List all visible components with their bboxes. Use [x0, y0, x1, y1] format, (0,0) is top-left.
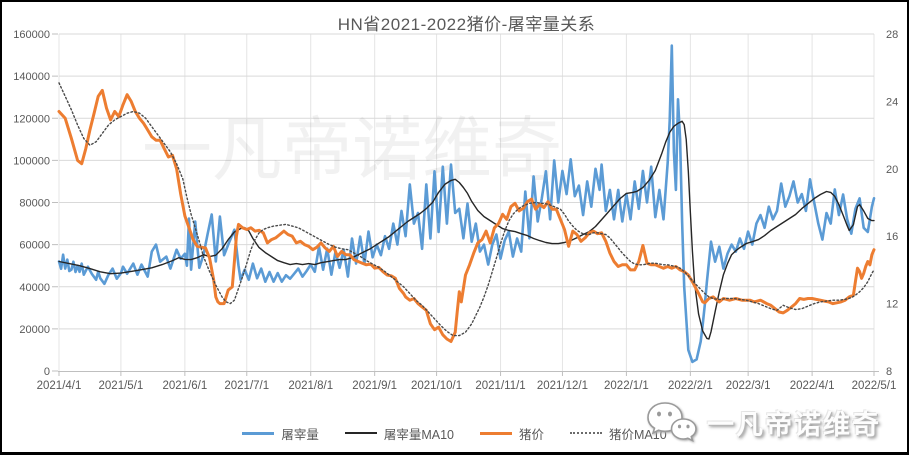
legend-label-pig-price: 猪价 — [519, 427, 545, 442]
legend-item-slaughter-volume: 屠宰量 — [242, 424, 319, 443]
x-axis-tick-label: 2021/7/1 — [224, 380, 269, 392]
y-left-tick-label: 100000 — [13, 155, 50, 167]
y-right-tick-label: 12 — [886, 299, 898, 311]
x-axis-tick-label: 2022/5/1 — [852, 380, 897, 392]
x-axis-tick-label: 2021/11/1 — [475, 380, 525, 392]
x-axis-tick-label: 2022/1/1 — [604, 380, 649, 392]
brand-name: 一凡帝诺维奇 — [707, 409, 881, 440]
y-right-tick-label: 20 — [886, 164, 898, 176]
y-left-tick-label: 20000 — [19, 324, 50, 336]
chart-legend: 屠宰量 屠宰量MA10 猪价 猪价MA10 — [2, 422, 907, 444]
pig-price-ma10-line-swatch — [570, 432, 603, 434]
x-axis-tick-label: 2021/8/1 — [288, 380, 333, 392]
slaughter-volume-line-swatch — [242, 431, 275, 435]
series-pig-price-line — [57, 88, 876, 343]
legend-label-slaughter-volume: 屠宰量 — [281, 427, 319, 442]
watermark: 一凡帝诺维奇 — [142, 111, 562, 189]
y-right-tick-label: 8 — [886, 366, 892, 378]
y-right-tick-label: 28 — [886, 29, 898, 41]
legend-item-pig-price: 猪价 — [480, 424, 544, 443]
x-axis-tick-label: 2022/4/1 — [790, 380, 835, 392]
y-left-tick-label: 140000 — [13, 71, 50, 83]
y-right-tick-label: 16 — [886, 231, 898, 243]
y-left-tick-label: 120000 — [13, 113, 50, 125]
chart-title: HN省2021-2022猪价-屠宰量关系 — [337, 15, 596, 34]
x-axis-tick-label: 2021/12/1 — [537, 380, 588, 392]
series-pig-price-ma10-line — [58, 82, 875, 337]
legend-item-slaughter-volume-ma10: 屠宰量MA10 — [344, 424, 454, 443]
legend-label-pig-price-ma10: 猪价MA10 — [609, 427, 667, 442]
brand-watermark: 一凡帝诺维奇 — [645, 400, 881, 444]
y-right-tick-label: 24 — [886, 96, 898, 108]
x-axis-tick-label: 2021/5/1 — [99, 380, 144, 392]
y-left-tick-label: 0 — [44, 366, 50, 378]
y-left-tick-label: 60000 — [19, 240, 50, 252]
x-axis-tick-label: 2021/6/1 — [162, 380, 207, 392]
legend-item-pig-price-ma10: 猪价MA10 — [570, 424, 667, 443]
wechat-icon — [647, 402, 697, 442]
slaughter-volume-ma10-line-swatch — [344, 432, 377, 434]
x-axis-tick-label: 2021/9/1 — [352, 380, 397, 392]
pig-price-line-swatch — [480, 431, 512, 435]
y-left-tick-label: 160000 — [13, 29, 50, 41]
legend-label-slaughter-volume-ma10: 屠宰量MA10 — [383, 427, 454, 442]
y-left-tick-label: 40000 — [19, 282, 50, 294]
x-axis-tick-label: 2021/4/1 — [37, 380, 82, 392]
x-axis-tick-label: 2021/10/1 — [411, 380, 462, 392]
x-axis-tick-label: 2022/3/1 — [726, 380, 771, 392]
y-left-tick-label: 80000 — [19, 198, 50, 210]
x-axis-tick-label: 2022/2/1 — [668, 380, 713, 392]
